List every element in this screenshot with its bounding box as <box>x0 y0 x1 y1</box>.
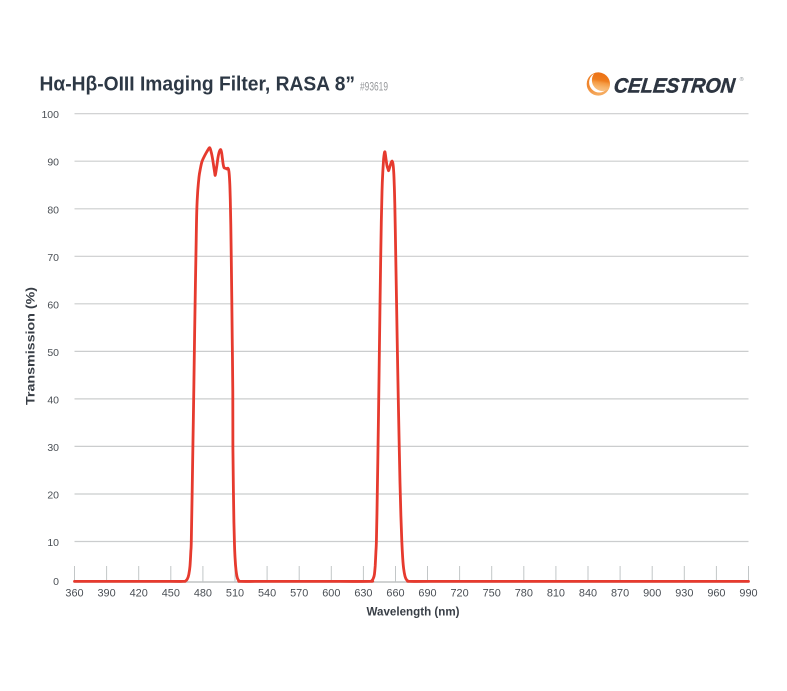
svg-text:30: 30 <box>47 442 59 454</box>
svg-text:Transmission (%): Transmission (%) <box>24 287 38 405</box>
svg-text:630: 630 <box>354 588 372 600</box>
svg-text:570: 570 <box>290 588 308 600</box>
svg-text:70: 70 <box>47 252 59 264</box>
svg-text:50: 50 <box>47 347 59 359</box>
svg-text:990: 990 <box>739 588 757 600</box>
svg-text:90: 90 <box>47 157 59 169</box>
svg-text:930: 930 <box>675 588 693 600</box>
svg-text:10: 10 <box>47 537 59 549</box>
svg-text:#93619: #93619 <box>360 82 388 94</box>
svg-text:360: 360 <box>65 588 83 600</box>
svg-text:420: 420 <box>130 588 148 600</box>
svg-text:540: 540 <box>258 588 276 600</box>
svg-text:840: 840 <box>579 588 597 600</box>
svg-text:780: 780 <box>515 588 533 600</box>
svg-text:Hα-Hβ-OIII Imaging Filter, RAS: Hα-Hβ-OIII Imaging Filter, RASA 8” <box>40 73 356 95</box>
svg-text:510: 510 <box>226 588 244 600</box>
svg-text:CELESTRON: CELESTRON <box>613 74 737 97</box>
svg-text:20: 20 <box>47 490 59 502</box>
svg-text:®: ® <box>740 76 744 83</box>
svg-text:60: 60 <box>47 299 59 311</box>
svg-text:40: 40 <box>47 394 59 406</box>
svg-text:Wavelength (nm): Wavelength (nm) <box>367 604 460 618</box>
svg-text:720: 720 <box>451 588 469 600</box>
svg-text:900: 900 <box>643 588 661 600</box>
svg-text:870: 870 <box>611 588 629 600</box>
svg-text:100: 100 <box>41 109 59 121</box>
svg-text:960: 960 <box>707 588 725 600</box>
svg-text:450: 450 <box>162 588 180 600</box>
svg-text:390: 390 <box>98 588 116 600</box>
svg-text:660: 660 <box>386 588 404 600</box>
svg-text:810: 810 <box>547 588 565 600</box>
svg-text:600: 600 <box>322 588 340 600</box>
svg-text:690: 690 <box>418 588 436 600</box>
svg-text:750: 750 <box>483 588 501 600</box>
svg-text:80: 80 <box>47 204 59 216</box>
svg-text:480: 480 <box>194 588 212 600</box>
svg-text:0: 0 <box>53 576 59 588</box>
